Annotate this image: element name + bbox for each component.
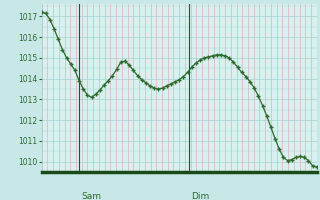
Text: Sam: Sam [82,192,101,200]
Text: Dim: Dim [192,192,210,200]
